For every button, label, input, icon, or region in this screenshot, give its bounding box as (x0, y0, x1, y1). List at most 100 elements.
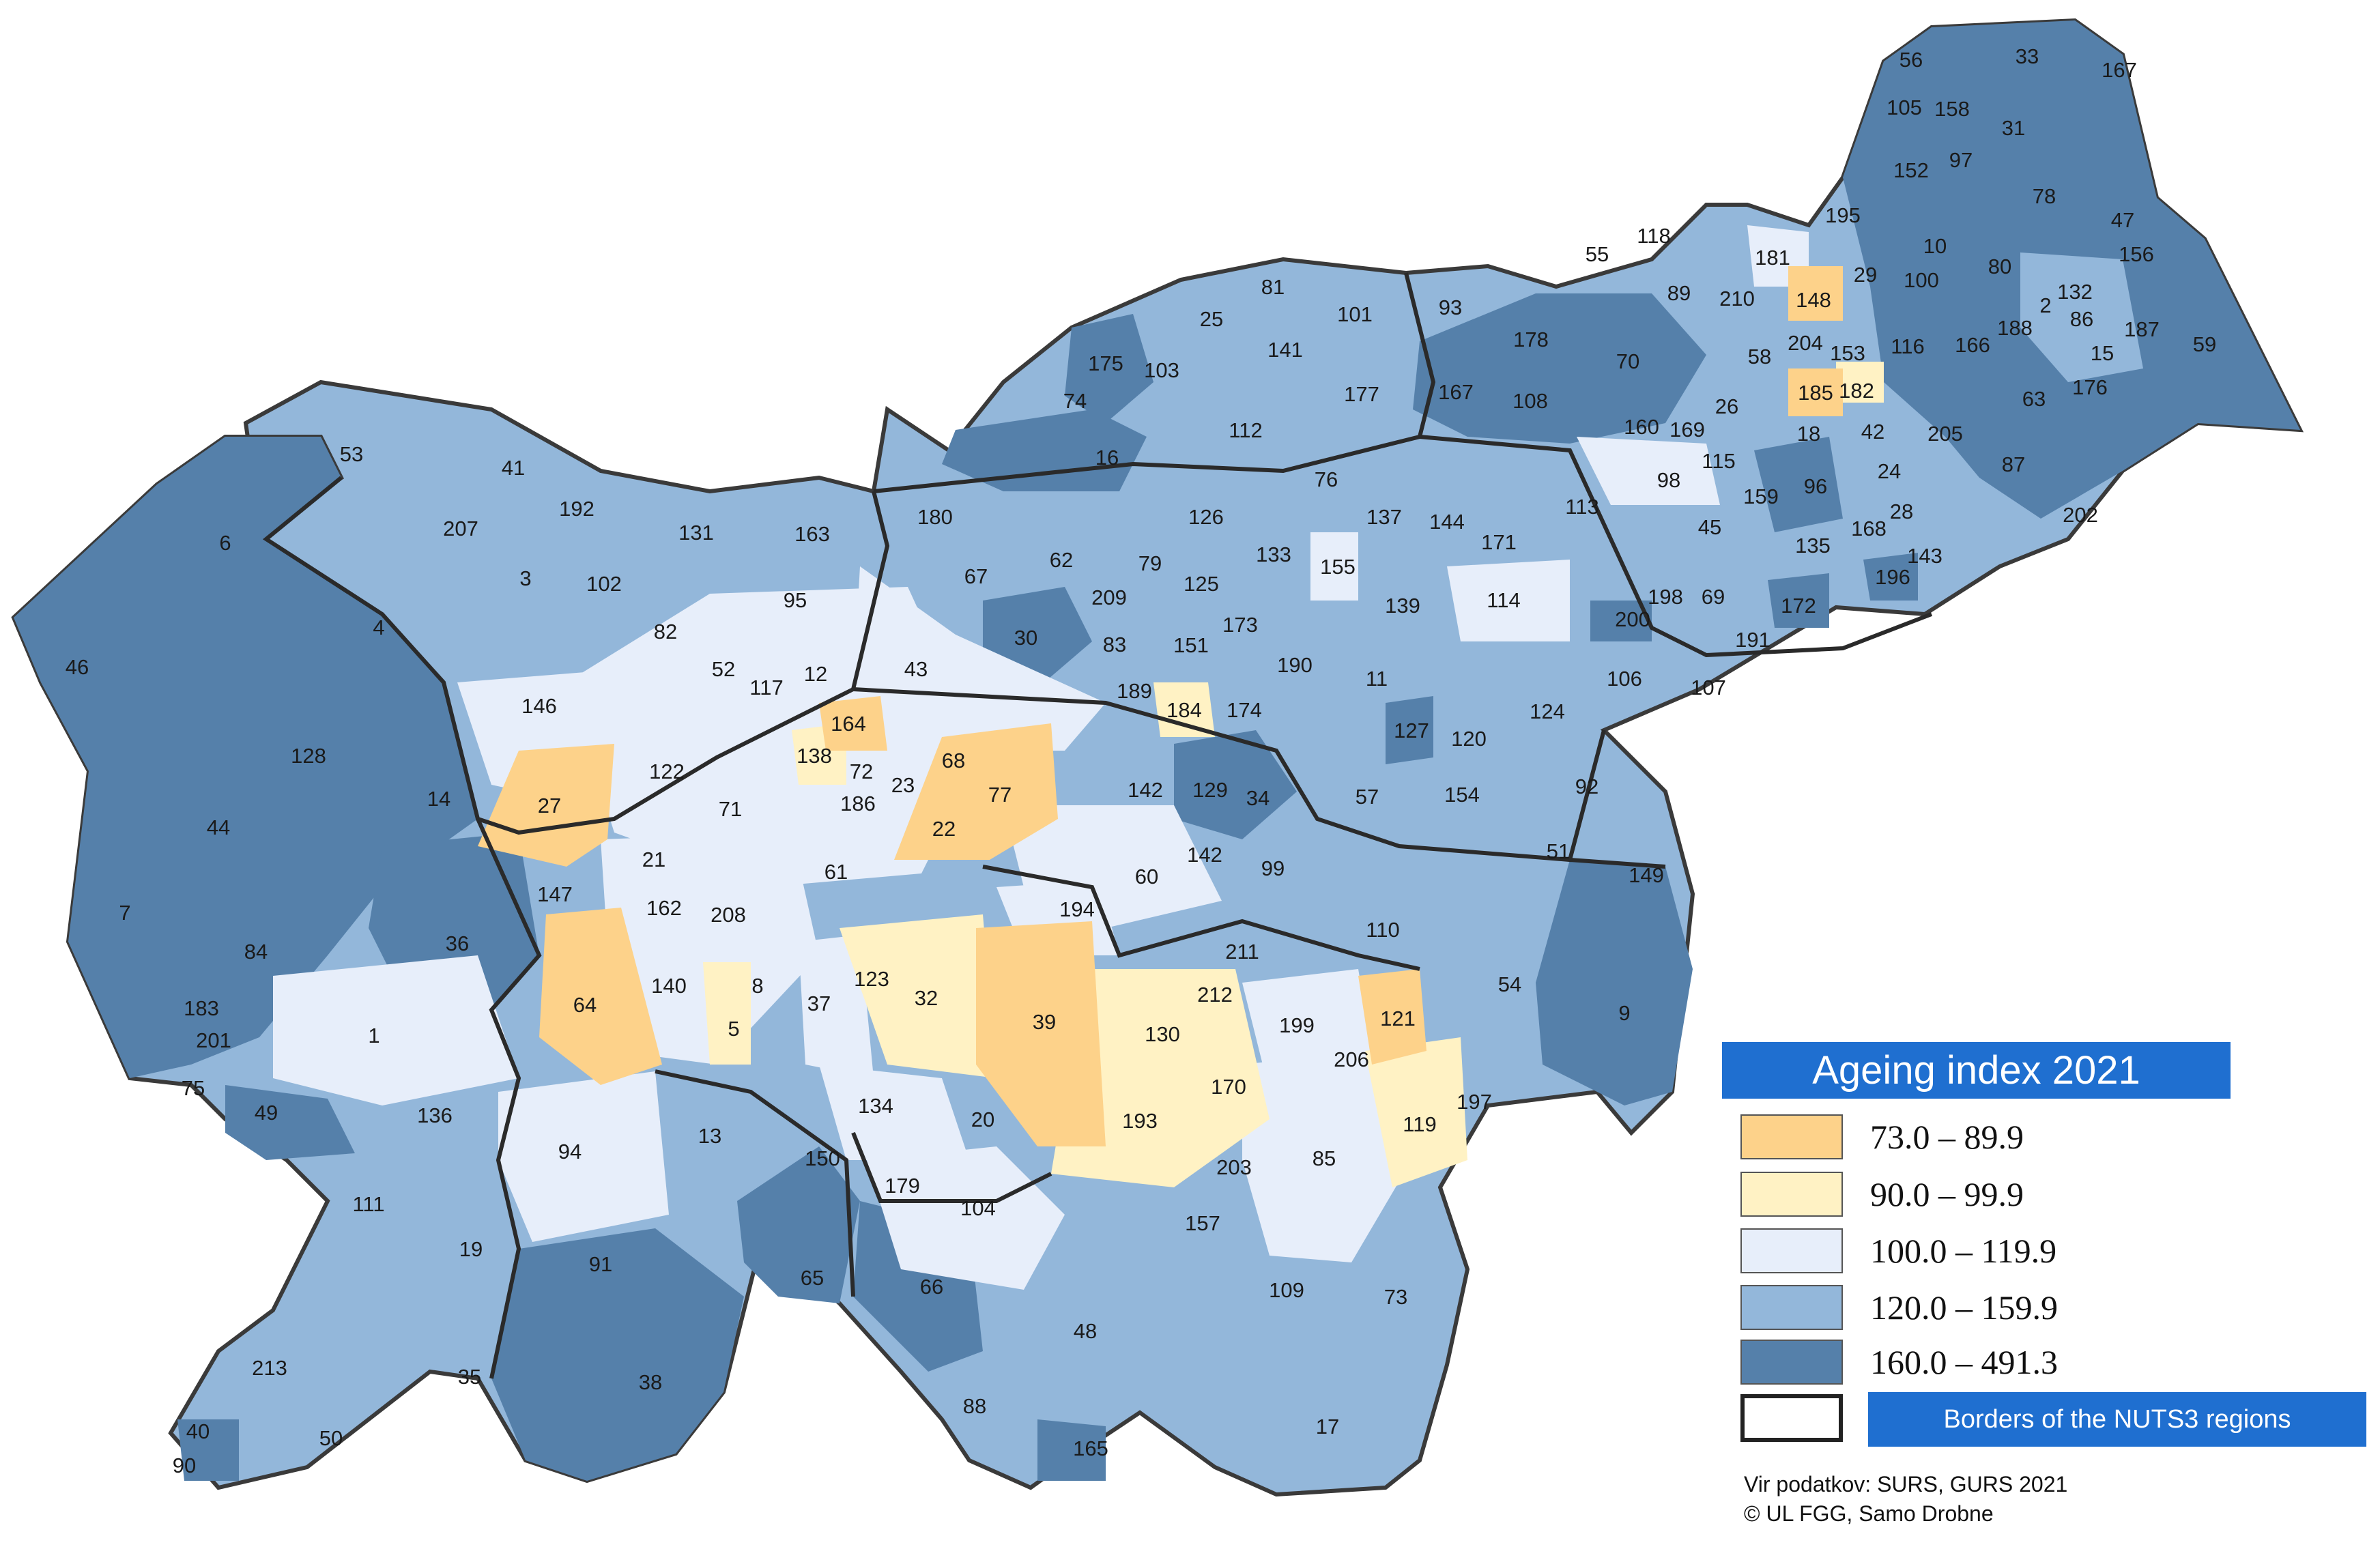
municipality-label: 79 (1138, 551, 1162, 575)
northeast-dark-2 (1413, 293, 1706, 444)
municipality-label: 1 (368, 1024, 379, 1047)
municipality-label: 170 (1211, 1075, 1246, 1099)
south-dark-38 (491, 1228, 744, 1481)
municipality-label: 39 (1033, 1010, 1056, 1034)
sw-dark-90 (177, 1419, 239, 1481)
municipality-label: 87 (2002, 452, 2025, 476)
light-140-region (601, 833, 819, 1065)
municipality-label: 135 (1795, 534, 1831, 558)
municipality-label: 12 (804, 662, 827, 686)
municipality-label: 110 (1366, 918, 1399, 942)
municipality-label: 81 (1261, 275, 1285, 299)
municipality-label: 64 (573, 993, 597, 1017)
municipality-label: 103 (1144, 358, 1179, 382)
light-1-region (273, 955, 519, 1105)
municipality-label: 96 (1804, 474, 1827, 498)
municipality-label: 35 (458, 1365, 481, 1389)
municipality-label: 188 (1997, 316, 2033, 340)
municipality-label: 63 (2022, 387, 2046, 411)
orange-27-region (478, 744, 614, 867)
municipality-label: 213 (252, 1356, 287, 1380)
legend-swatch (1740, 1228, 1843, 1273)
orange-164-region (819, 696, 887, 751)
legend-title: Ageing index 2021 (1722, 1042, 2231, 1099)
municipality-label: 116 (1891, 334, 1924, 358)
municipality-label: 147 (537, 882, 573, 906)
orange-39-region (976, 921, 1106, 1146)
municipality-label: 74 (1063, 389, 1087, 413)
nuts3-border-line (476, 818, 542, 1379)
nuts3-border-line (982, 865, 1420, 971)
municipality-label: 31 (2002, 116, 2025, 140)
se-dark-165 (1037, 1419, 1106, 1481)
municipality-label: 149 (1629, 863, 1664, 887)
source-line-1: Vir podatkov: SURS, GURS 2021 (1744, 1472, 2068, 1497)
nuts3-border-label: Borders of the NUTS3 regions (1868, 1392, 2366, 1447)
municipality-label: 10 (1923, 234, 1947, 258)
municipality-label: 129 (1192, 778, 1228, 802)
municipality-label: 27 (538, 794, 561, 818)
south-dark-65 (737, 1146, 860, 1303)
municipality-label: 18 (1797, 422, 1820, 446)
municipality-label: 172 (1781, 594, 1816, 618)
municipality-label: 122 (649, 760, 685, 783)
municipality-label: 158 (1934, 97, 1970, 121)
municipality-label: 78 (2033, 184, 2056, 208)
east-dark-96 (1754, 437, 1843, 532)
municipality-label: 4 (373, 616, 384, 639)
orange-64-region (539, 908, 662, 1085)
north-dark-16 (942, 409, 1147, 491)
municipality-label: 150 (805, 1146, 840, 1170)
municipality-label: 36 (446, 931, 469, 955)
cream-119-region (1365, 1037, 1467, 1187)
municipality-label: 71 (719, 797, 742, 821)
municipality-label: 86 (2070, 307, 2093, 331)
municipality-label: 107 (1691, 676, 1726, 699)
municipality-label: 159 (1743, 485, 1779, 508)
municipality-label: 21 (642, 848, 665, 871)
municipality-label: 186 (840, 792, 876, 815)
municipality-label: 113 (1565, 495, 1598, 519)
light-155-region (1310, 532, 1358, 601)
municipality-label: 114 (1487, 588, 1520, 612)
municipality-label: 196 (1875, 565, 1910, 589)
legend-label: 120.0 – 159.9 (1870, 1288, 2058, 1327)
municipality-label: 52 (712, 657, 735, 681)
municipality-label: 25 (1200, 307, 1223, 331)
municipality-label: 164 (831, 712, 866, 736)
municipality-label: 83 (1103, 633, 1126, 656)
municipality-label: 123 (854, 967, 889, 991)
legend-label: 90.0 – 99.9 (1870, 1175, 2024, 1213)
municipality-label: 163 (794, 522, 830, 546)
municipality-label: 119 (1403, 1112, 1436, 1136)
nuts3-border-line (873, 272, 1436, 493)
municipality-label: 174 (1227, 698, 1262, 722)
municipality-label: 53 (340, 442, 363, 466)
municipality-label: 146 (521, 694, 557, 718)
municipality-label: 202 (2063, 503, 2098, 527)
municipality-label: 126 (1188, 505, 1224, 529)
municipality-label: 140 (651, 974, 687, 998)
municipality-label: 204 (1788, 331, 1823, 355)
nuts3-border-line (1569, 858, 1666, 869)
nuts3-border-line (262, 476, 890, 835)
municipality-label: 29 (1854, 263, 1877, 287)
light-104-region (867, 1146, 1065, 1290)
municipality-label: 3 (519, 566, 531, 590)
municipality-label: 151 (1173, 633, 1209, 657)
legend-label: 100.0 – 119.9 (1870, 1232, 2057, 1270)
municipality-label: 40 (186, 1419, 210, 1443)
municipality-label: 207 (443, 517, 478, 540)
sw-dark-49 (225, 1085, 355, 1160)
municipality-label: 189 (1117, 679, 1152, 703)
municipality-label: 20 (971, 1108, 994, 1131)
municipality-label: 105 (1887, 96, 1922, 119)
nuts3-border-swatch (1740, 1394, 1843, 1442)
orange-185-region (1788, 368, 1843, 416)
municipality-label: 13 (698, 1124, 721, 1148)
municipality-label: 157 (1185, 1211, 1220, 1235)
municipality-label: 93 (1439, 295, 1462, 319)
municipality-label: 143 (1907, 544, 1942, 568)
